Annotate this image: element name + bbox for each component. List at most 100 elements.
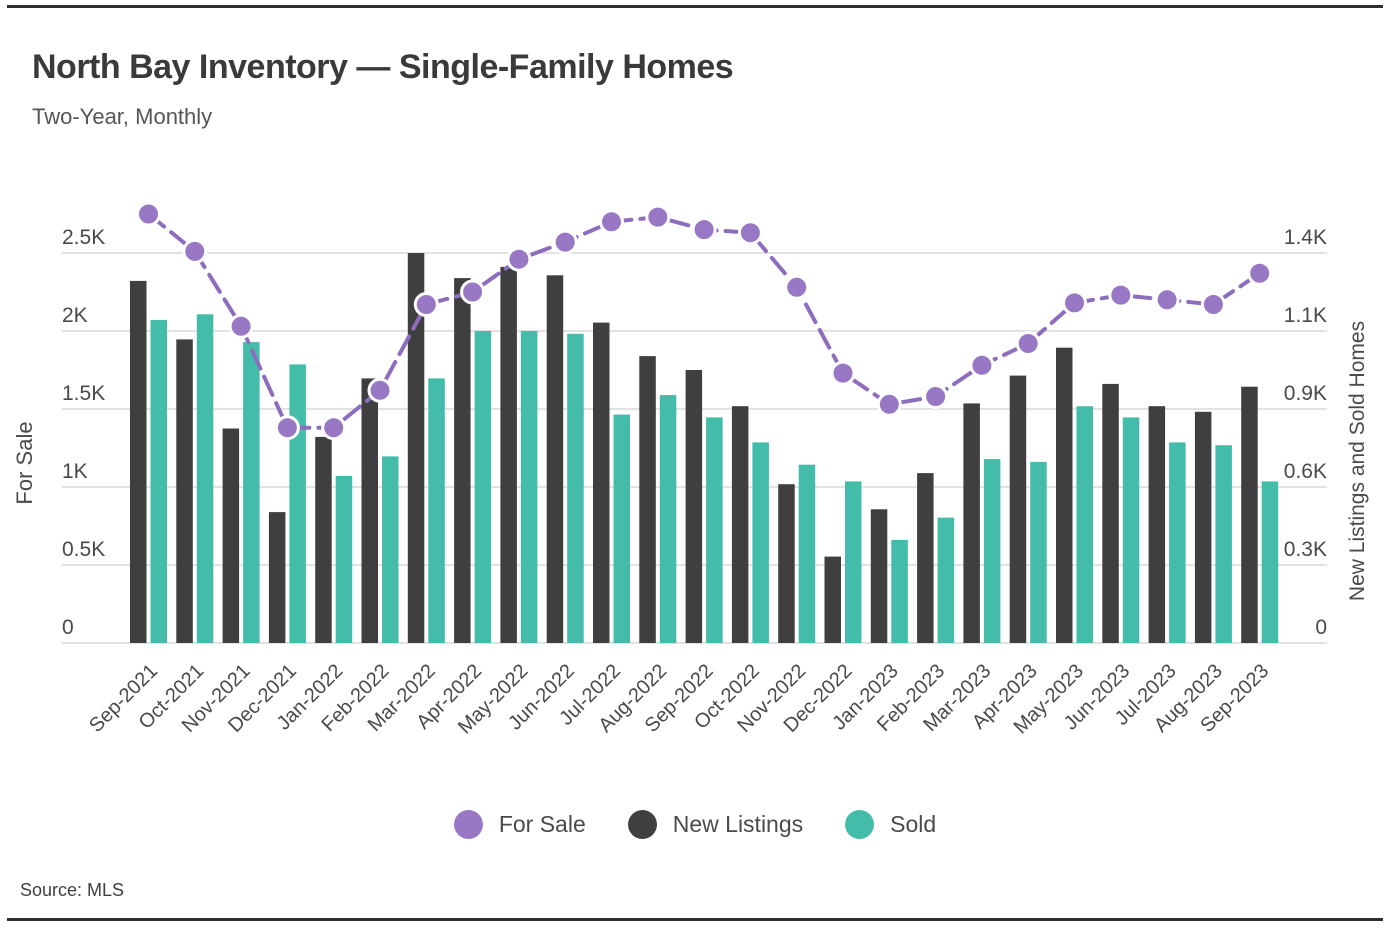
right-axis-tick-label: 0.6K	[1284, 460, 1327, 483]
for-sale-marker	[969, 352, 995, 378]
bar-sold	[613, 414, 630, 643]
bar-new-listings	[1241, 386, 1258, 643]
bar-sold	[150, 319, 167, 643]
for-sale-marker	[784, 274, 810, 300]
bar-new-listings	[546, 275, 564, 643]
bar-sold	[567, 333, 584, 643]
bottom-border-rule	[7, 918, 1383, 921]
bar-sold	[1169, 442, 1186, 643]
bar-new-listings	[500, 266, 517, 643]
legend-dot-for-sale	[453, 810, 483, 839]
left-axis-tick-label: 1K	[62, 460, 88, 483]
bar-sold	[474, 331, 492, 643]
bar-sold	[428, 378, 445, 643]
for-sale-line	[146, 212, 1262, 430]
bar-sold	[845, 481, 862, 643]
bar-new-listings	[130, 280, 147, 643]
for-sale-marker	[645, 204, 671, 230]
right-axis-title: New Listings and Sold Homes	[1346, 321, 1369, 601]
for-sale-marker	[1154, 287, 1180, 313]
legend: For Sale New Listings Sold	[0, 810, 1390, 839]
for-sale-marker	[1015, 331, 1041, 356]
for-sale-marker	[830, 360, 856, 386]
bar-sold	[520, 331, 538, 643]
for-sale-markers	[136, 201, 1273, 441]
bar-sold	[1122, 417, 1140, 643]
for-sale-marker	[274, 415, 300, 441]
bars-new-listings	[130, 253, 1258, 643]
for-sale-marker	[1200, 292, 1226, 317]
bar-sold	[659, 395, 677, 643]
bar-sold	[937, 517, 955, 643]
bar-new-listings	[1194, 411, 1212, 643]
top-border-rule	[7, 5, 1383, 8]
legend-label-new-listings: New Listings	[672, 811, 804, 837]
legend-label-sold: Sold	[890, 811, 937, 837]
bar-new-listings	[593, 322, 610, 643]
bar-sold	[196, 314, 214, 643]
for-sale-marker	[876, 391, 902, 417]
bar-new-listings	[870, 509, 888, 643]
for-sale-marker	[460, 279, 486, 305]
bar-sold	[891, 539, 908, 643]
for-sale-marker	[1247, 260, 1273, 286]
bar-sold	[983, 459, 1001, 643]
left-axis-title: For Sale	[12, 421, 37, 504]
for-sale-marker	[136, 201, 161, 227]
bar-sold	[382, 456, 399, 643]
bar-new-listings	[176, 339, 193, 643]
bar-new-listings	[268, 512, 286, 643]
bar-new-listings	[315, 436, 332, 643]
right-axis-tick-label: 0	[1315, 616, 1327, 639]
bar-sold	[243, 342, 260, 643]
right-axis-tick-label: 1.1K	[1284, 304, 1327, 327]
bar-sold	[1215, 445, 1232, 643]
for-sale-marker	[1062, 290, 1087, 316]
left-axis-tick-label: 0.5K	[62, 538, 105, 561]
bar-new-listings	[454, 278, 471, 643]
bar-new-listings	[1009, 375, 1027, 643]
legend-dot-new-listings	[627, 810, 657, 839]
legend-item-for-sale: For Sale	[453, 810, 586, 839]
bar-sold	[798, 464, 816, 643]
bar-new-listings	[222, 428, 240, 643]
bar-new-listings	[731, 406, 749, 643]
right-axis-tick-label: 0.3K	[1284, 538, 1327, 561]
bar-new-listings	[361, 378, 378, 643]
bar-sold	[706, 417, 723, 643]
bar-sold	[289, 364, 306, 643]
bar-new-listings	[639, 356, 656, 643]
bar-new-listings	[963, 403, 980, 643]
source-note: Source: MLS	[20, 880, 125, 900]
for-sale-marker	[506, 246, 532, 272]
legend-dot-sold	[845, 810, 875, 839]
bar-sold	[1261, 481, 1279, 643]
left-axis-tick-label: 0	[62, 616, 74, 639]
for-sale-marker	[599, 209, 624, 235]
for-sale-marker	[552, 229, 578, 255]
bar-sold	[1030, 461, 1047, 643]
bar-new-listings	[824, 556, 841, 643]
bar-new-listings	[1148, 406, 1166, 643]
bar-sold	[335, 475, 353, 643]
bar-new-listings	[778, 484, 795, 643]
for-sale-marker	[1108, 282, 1134, 308]
for-sale-marker	[691, 217, 717, 243]
right-axis-tick-label: 0.9K	[1284, 382, 1327, 405]
for-sale-marker	[321, 415, 347, 441]
left-axis-tick-label: 2.5K	[62, 226, 105, 249]
bar-sold	[1076, 406, 1093, 643]
for-sale-marker	[923, 384, 949, 409]
left-axis-tick-label: 2K	[62, 304, 88, 327]
bar-new-listings	[407, 253, 425, 643]
bar-new-listings	[1102, 383, 1119, 643]
bar-sold	[752, 442, 769, 643]
legend-item-sold: Sold	[845, 810, 936, 839]
for-sale-marker	[413, 292, 439, 317]
legend-item-new-listings: New Listings	[627, 810, 804, 839]
bar-new-listings	[917, 473, 934, 643]
left-axis-tick-label: 1.5K	[62, 382, 105, 405]
for-sale-marker	[228, 313, 254, 339]
